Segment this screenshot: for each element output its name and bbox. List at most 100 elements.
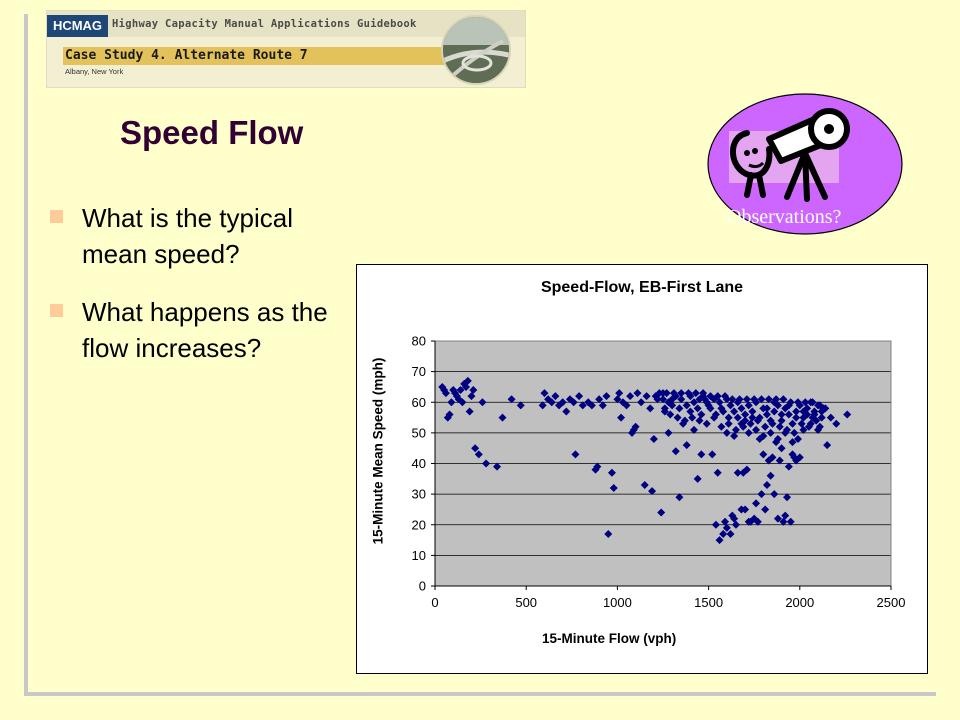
data-point — [775, 422, 784, 431]
data-point — [602, 392, 611, 401]
data-point — [784, 410, 793, 419]
data-point — [731, 425, 740, 434]
data-point — [702, 398, 711, 407]
observations-telescope-icon — [707, 93, 903, 235]
bullet-text: What is the typical mean speed? — [82, 203, 293, 269]
data-point — [783, 425, 792, 434]
data-point — [569, 398, 578, 407]
data-point — [788, 419, 797, 428]
data-point — [565, 395, 574, 404]
hcmag-banner: HCMAG Highway Capacity Manual Applicatio… — [46, 10, 526, 88]
data-point — [711, 520, 720, 529]
data-point — [799, 407, 808, 416]
data-point — [711, 410, 720, 419]
data-point — [493, 462, 502, 471]
data-point — [766, 428, 775, 437]
data-point — [609, 484, 618, 492]
data-point — [684, 389, 693, 398]
interchange-photo — [441, 15, 511, 85]
data-point — [783, 493, 792, 502]
case-study-title: Case Study 4. Alternate Route 7 — [65, 48, 308, 63]
data-point — [739, 422, 748, 431]
data-point — [693, 404, 702, 413]
data-point — [617, 413, 626, 422]
data-point — [693, 474, 702, 483]
data-point — [770, 407, 779, 416]
bullet-square-icon — [50, 304, 63, 317]
data-point — [808, 413, 817, 422]
data-point — [722, 395, 731, 404]
data-point — [695, 416, 704, 425]
data-point — [719, 529, 728, 538]
data-point — [773, 435, 782, 443]
data-point — [744, 428, 753, 437]
data-point — [742, 395, 751, 404]
data-point — [474, 450, 483, 459]
data-point — [462, 382, 471, 391]
data-point — [784, 462, 793, 471]
data-point — [815, 422, 824, 431]
data-point — [770, 398, 779, 407]
data-point — [538, 401, 547, 410]
data-point — [817, 413, 826, 422]
data-point — [682, 441, 691, 450]
data-point — [823, 441, 832, 450]
data-point — [648, 487, 657, 496]
data-point — [717, 422, 726, 431]
data-point — [737, 419, 746, 428]
data-point — [793, 398, 802, 407]
data-point — [571, 450, 580, 459]
data-point — [649, 435, 658, 443]
data-point — [819, 404, 828, 413]
data-point — [622, 401, 631, 410]
data-point — [708, 450, 717, 459]
data-point — [775, 456, 784, 465]
y-axis-label: 15-Minute Mean Speed (mph) — [370, 357, 386, 545]
data-point — [757, 395, 766, 404]
data-point — [664, 428, 673, 437]
data-point — [454, 395, 463, 404]
data-point — [717, 404, 726, 413]
data-point — [750, 395, 759, 404]
data-point — [752, 425, 761, 434]
data-point — [759, 450, 768, 459]
data-point — [706, 392, 715, 401]
data-point — [547, 398, 556, 407]
data-point — [773, 514, 782, 523]
data-point — [456, 386, 465, 394]
chart-title: Speed-Flow, EB-First Lane — [540, 279, 744, 296]
data-point — [441, 389, 450, 398]
data-point — [507, 395, 516, 404]
data-point — [633, 389, 642, 398]
data-point — [757, 490, 766, 499]
data-point — [653, 395, 662, 404]
data-point — [761, 422, 770, 431]
data-point — [779, 395, 788, 404]
banner-subtitle: Highway Capacity Manual Applications Gui… — [112, 18, 417, 30]
data-point — [753, 416, 762, 425]
data-point — [680, 416, 689, 425]
data-point — [673, 413, 682, 422]
data-point — [788, 450, 797, 459]
x-tick-label: 500 — [515, 595, 537, 610]
data-point — [719, 407, 728, 416]
x-tick-label: 2500 — [877, 595, 906, 610]
data-point — [808, 398, 817, 407]
data-point — [764, 395, 773, 404]
data-point — [724, 413, 733, 422]
data-point — [607, 468, 616, 477]
data-point — [770, 490, 779, 499]
data-point — [613, 395, 622, 404]
data-point — [814, 425, 823, 434]
data-point — [810, 410, 819, 419]
data-point — [471, 444, 480, 453]
data-point — [447, 398, 456, 407]
data-point — [735, 395, 744, 404]
data-point — [682, 401, 691, 410]
data-point — [713, 468, 722, 477]
data-point — [669, 389, 678, 398]
data-point — [516, 401, 525, 410]
data-point — [445, 410, 454, 419]
data-point — [762, 404, 771, 413]
data-point — [801, 398, 810, 407]
